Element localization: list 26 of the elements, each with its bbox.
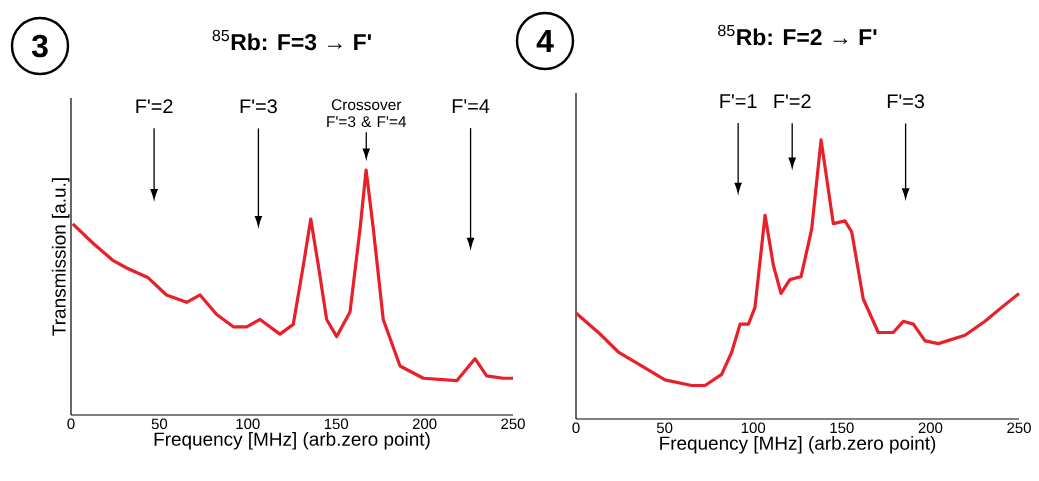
text: F'=2: [136, 99, 173, 114]
x-tick-label: 150: [830, 422, 854, 434]
x-tick-label: 0: [67, 418, 75, 430]
x-tick-label: 50: [151, 418, 168, 430]
x-tick-label: 250: [1007, 422, 1031, 434]
chart-title: $^{85}$Rb: F=3 → F': [212, 29, 371, 51]
text: 3: [31, 34, 48, 58]
text: F'=3: [240, 99, 277, 114]
text: Crossover F'=3 & F'=4: [327, 99, 407, 128]
x-tick-label: 200: [412, 418, 437, 430]
x-axis-title: Frequency [MHz] (arb.zero point): [660, 435, 936, 454]
text: F'=1: [720, 94, 757, 108]
x-tick-label: 150: [324, 418, 349, 430]
x-tick-label: 250: [501, 418, 525, 430]
y-axis-title: Transmission [a.u.]: [51, 178, 70, 336]
x-tick-label: 200: [918, 422, 943, 434]
text: F'=3: [887, 94, 925, 109]
x-axis-title: Frequency [MHz] (arb.zero point): [154, 431, 430, 450]
chart-title: $^{85}$Rb: F=2 → F': [718, 24, 877, 46]
x-tick-label: 100: [741, 422, 766, 434]
text: F'=4: [452, 99, 490, 113]
x-tick-label: 100: [236, 418, 260, 430]
text: F'=2: [774, 94, 811, 109]
text: 4: [536, 30, 554, 52]
x-tick-label: 0: [572, 422, 580, 434]
x-tick-label: 50: [656, 422, 673, 434]
